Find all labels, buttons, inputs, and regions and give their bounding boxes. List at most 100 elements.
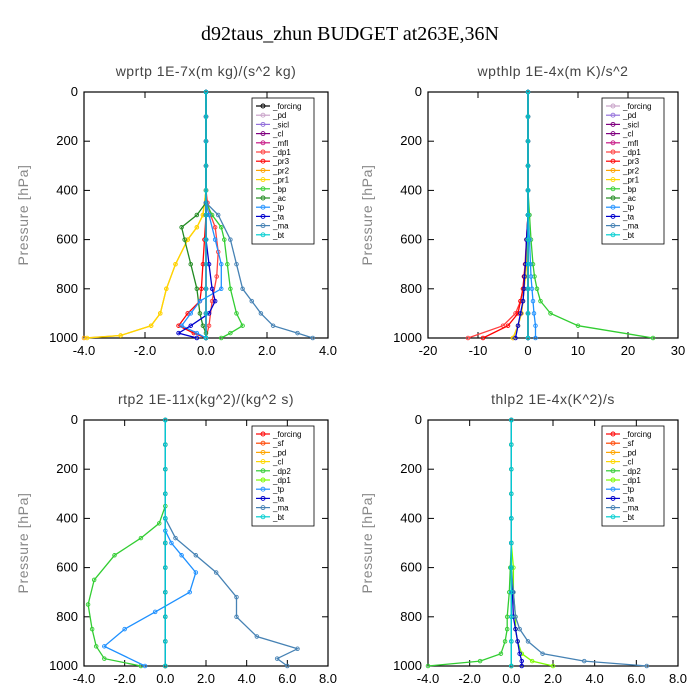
y-tick-label: 0 xyxy=(71,412,78,427)
data-point xyxy=(285,663,290,669)
data-point xyxy=(93,644,99,649)
legend-label: _pr2 xyxy=(272,166,290,175)
data-point xyxy=(112,553,117,558)
data-point xyxy=(509,639,514,644)
data-point xyxy=(525,188,531,193)
data-point xyxy=(122,626,127,632)
data-point xyxy=(525,138,531,144)
y-tick-label: 400 xyxy=(56,510,78,525)
data-point xyxy=(163,614,168,620)
data-point xyxy=(525,286,531,292)
data-point xyxy=(193,553,199,558)
legend-label: _pr1 xyxy=(622,176,640,185)
data-point xyxy=(163,565,168,570)
y-tick-label: 600 xyxy=(400,560,422,575)
legend-marker xyxy=(610,204,616,210)
legend-marker xyxy=(260,167,266,173)
legend-marker xyxy=(610,495,616,501)
data-point xyxy=(218,261,224,267)
data-point xyxy=(148,323,154,328)
y-tick-label: 800 xyxy=(400,281,422,296)
y-axis-label: Pressure [hPa] xyxy=(359,165,375,266)
legend-marker xyxy=(610,177,616,183)
legend-label: _pd xyxy=(622,111,636,120)
data-point xyxy=(213,570,219,575)
data-point xyxy=(650,335,656,341)
legend-label: _ac xyxy=(272,194,286,203)
y-tick-label: 400 xyxy=(400,182,422,197)
legend-label: _cl xyxy=(272,130,283,139)
data-point xyxy=(518,298,523,304)
x-tick-label: -4.0 xyxy=(73,343,95,358)
legend: _forcing_pd_sicl_cl_mfl_dp1_pr3_pr2_pr1_… xyxy=(601,97,665,245)
data-point xyxy=(425,663,431,669)
x-tick-label: 20 xyxy=(621,343,635,358)
data-point xyxy=(525,311,531,316)
data-point xyxy=(515,323,521,328)
legend-marker xyxy=(260,495,266,501)
x-tick-label: -2.0 xyxy=(113,671,135,686)
legend-marker xyxy=(610,121,616,127)
legend-marker xyxy=(610,103,616,109)
data-point xyxy=(84,335,90,341)
legend-label: _forcing xyxy=(272,102,301,111)
data-point xyxy=(179,225,184,230)
legend-marker xyxy=(610,158,616,164)
data-point xyxy=(249,298,254,304)
data-point xyxy=(203,286,209,292)
data-point xyxy=(509,589,514,595)
legend: _forcing_sf_pd_cl_dp2_dp1_tp_ta_ma_bt xyxy=(251,425,315,527)
data-point xyxy=(163,466,168,472)
legend-label: _cl xyxy=(622,458,633,467)
data-point xyxy=(509,614,514,620)
data-point xyxy=(188,261,193,267)
data-point xyxy=(206,212,212,218)
data-point xyxy=(509,540,514,546)
legend-label: _sicl xyxy=(272,120,289,129)
data-point xyxy=(163,417,168,423)
legend-label: _bp xyxy=(622,185,637,194)
data-point xyxy=(179,323,184,328)
y-tick-label: 600 xyxy=(56,560,78,575)
legend-marker xyxy=(260,195,266,201)
y-tick-label: 400 xyxy=(56,182,78,197)
data-point xyxy=(530,261,536,267)
legend-marker xyxy=(610,440,616,446)
data-point xyxy=(187,589,192,595)
legend-label: _bt xyxy=(622,513,635,522)
data-point xyxy=(234,261,239,267)
y-tick-label: 600 xyxy=(400,232,422,247)
x-tick-label: 10 xyxy=(571,343,585,358)
data-point xyxy=(102,656,107,661)
legend-marker xyxy=(260,177,266,183)
legend-marker xyxy=(610,195,616,201)
data-point xyxy=(480,335,486,341)
data-point xyxy=(142,663,148,669)
series-line-ma xyxy=(205,92,313,339)
data-point xyxy=(185,237,190,242)
series-line-bp xyxy=(527,92,654,339)
data-point xyxy=(193,570,199,575)
legend-marker xyxy=(260,103,266,109)
legend-marker xyxy=(610,186,616,192)
legend-marker xyxy=(610,459,616,465)
legend-label: _tp xyxy=(272,203,285,212)
legend-label: _pd xyxy=(622,448,636,457)
legend-marker xyxy=(610,149,616,155)
legend-marker xyxy=(260,158,266,164)
data-point xyxy=(156,521,162,526)
data-point xyxy=(200,212,206,218)
data-point xyxy=(203,114,209,119)
data-point xyxy=(525,639,531,644)
legend-label: _pr3 xyxy=(622,157,640,166)
chart-panel-1: wprtp 1E-7x(m kg)/(s^2 kg) Pressure [hPa]… xyxy=(15,63,337,358)
legend-label: _tp xyxy=(622,485,635,494)
legend-label: _ma xyxy=(272,504,289,513)
legend-marker xyxy=(260,121,266,127)
data-point xyxy=(182,237,187,242)
legend-label: _cl xyxy=(272,458,283,467)
data-point xyxy=(203,188,209,193)
x-tick-label: -2.0 xyxy=(134,343,156,358)
data-point xyxy=(163,442,168,447)
